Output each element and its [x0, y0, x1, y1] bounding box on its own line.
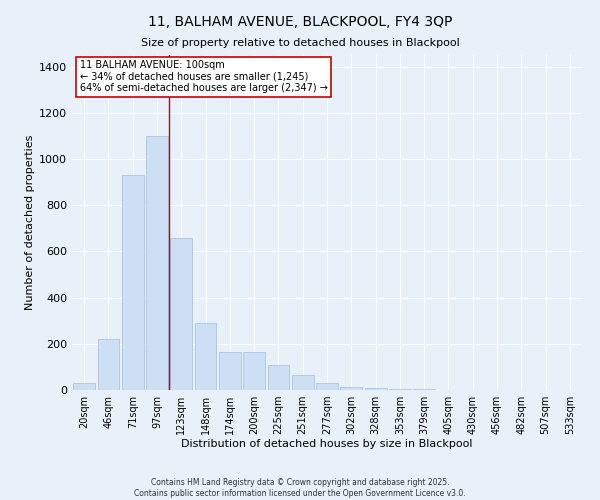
- Text: 11 BALHAM AVENUE: 100sqm
← 34% of detached houses are smaller (1,245)
64% of sem: 11 BALHAM AVENUE: 100sqm ← 34% of detach…: [80, 60, 328, 93]
- Bar: [146, 136, 168, 390]
- Bar: [292, 375, 314, 390]
- Bar: [194, 323, 217, 390]
- Bar: [219, 352, 241, 390]
- X-axis label: Distribution of detached houses by size in Blackpool: Distribution of detached houses by size …: [181, 438, 473, 448]
- Bar: [73, 383, 95, 390]
- Bar: [365, 388, 386, 390]
- Bar: [340, 386, 362, 390]
- Bar: [243, 352, 265, 390]
- Text: Contains HM Land Registry data © Crown copyright and database right 2025.
Contai: Contains HM Land Registry data © Crown c…: [134, 478, 466, 498]
- Bar: [268, 364, 289, 390]
- Text: Size of property relative to detached houses in Blackpool: Size of property relative to detached ho…: [140, 38, 460, 48]
- Bar: [122, 175, 143, 390]
- Y-axis label: Number of detached properties: Number of detached properties: [25, 135, 35, 310]
- Text: 11, BALHAM AVENUE, BLACKPOOL, FY4 3QP: 11, BALHAM AVENUE, BLACKPOOL, FY4 3QP: [148, 15, 452, 29]
- Bar: [316, 383, 338, 390]
- Bar: [389, 389, 411, 390]
- Bar: [170, 238, 192, 390]
- Bar: [97, 339, 119, 390]
